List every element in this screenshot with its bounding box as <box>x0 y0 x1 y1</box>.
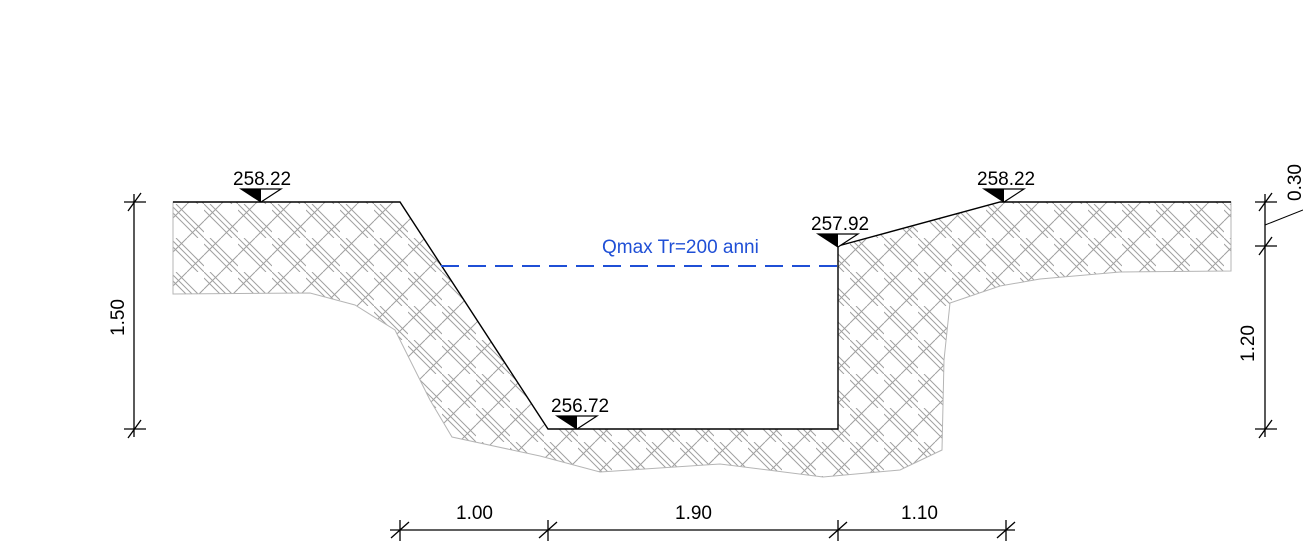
elevation-marker-bottom: 256.72 <box>551 396 609 430</box>
elevation-right-edge-label: 257.92 <box>811 214 869 235</box>
dimension-left-height <box>124 192 146 439</box>
dimension-bottom-width-3: 1.10 <box>901 503 938 524</box>
dimension-left-label: 1.50 <box>108 299 129 336</box>
profile-line <box>173 201 1231 430</box>
dimension-right-lower-label: 1.20 <box>1238 325 1259 362</box>
channel-interior <box>400 202 838 429</box>
dimension-right-height <box>1255 192 1303 439</box>
elevation-marker-right: 258.22 <box>977 169 1035 203</box>
elevation-bottom-label: 256.72 <box>551 396 609 417</box>
dimension-bottom-width-1: 1.00 <box>456 503 493 524</box>
elevation-left-label: 258.22 <box>233 169 291 190</box>
dimension-bottom-width-2: 1.90 <box>675 503 712 524</box>
elevation-right-label: 258.22 <box>977 169 1035 190</box>
elevation-marker-left: 258.22 <box>233 169 291 203</box>
dimension-right-upper-label: 0.30 <box>1285 164 1303 201</box>
dimension-bottom-widths <box>390 520 1016 541</box>
water-level-label: Qmax Tr=200 anni <box>602 237 759 258</box>
elevation-marker-right-edge: 257.92 <box>811 214 869 248</box>
above-right-edge <box>838 180 1000 246</box>
